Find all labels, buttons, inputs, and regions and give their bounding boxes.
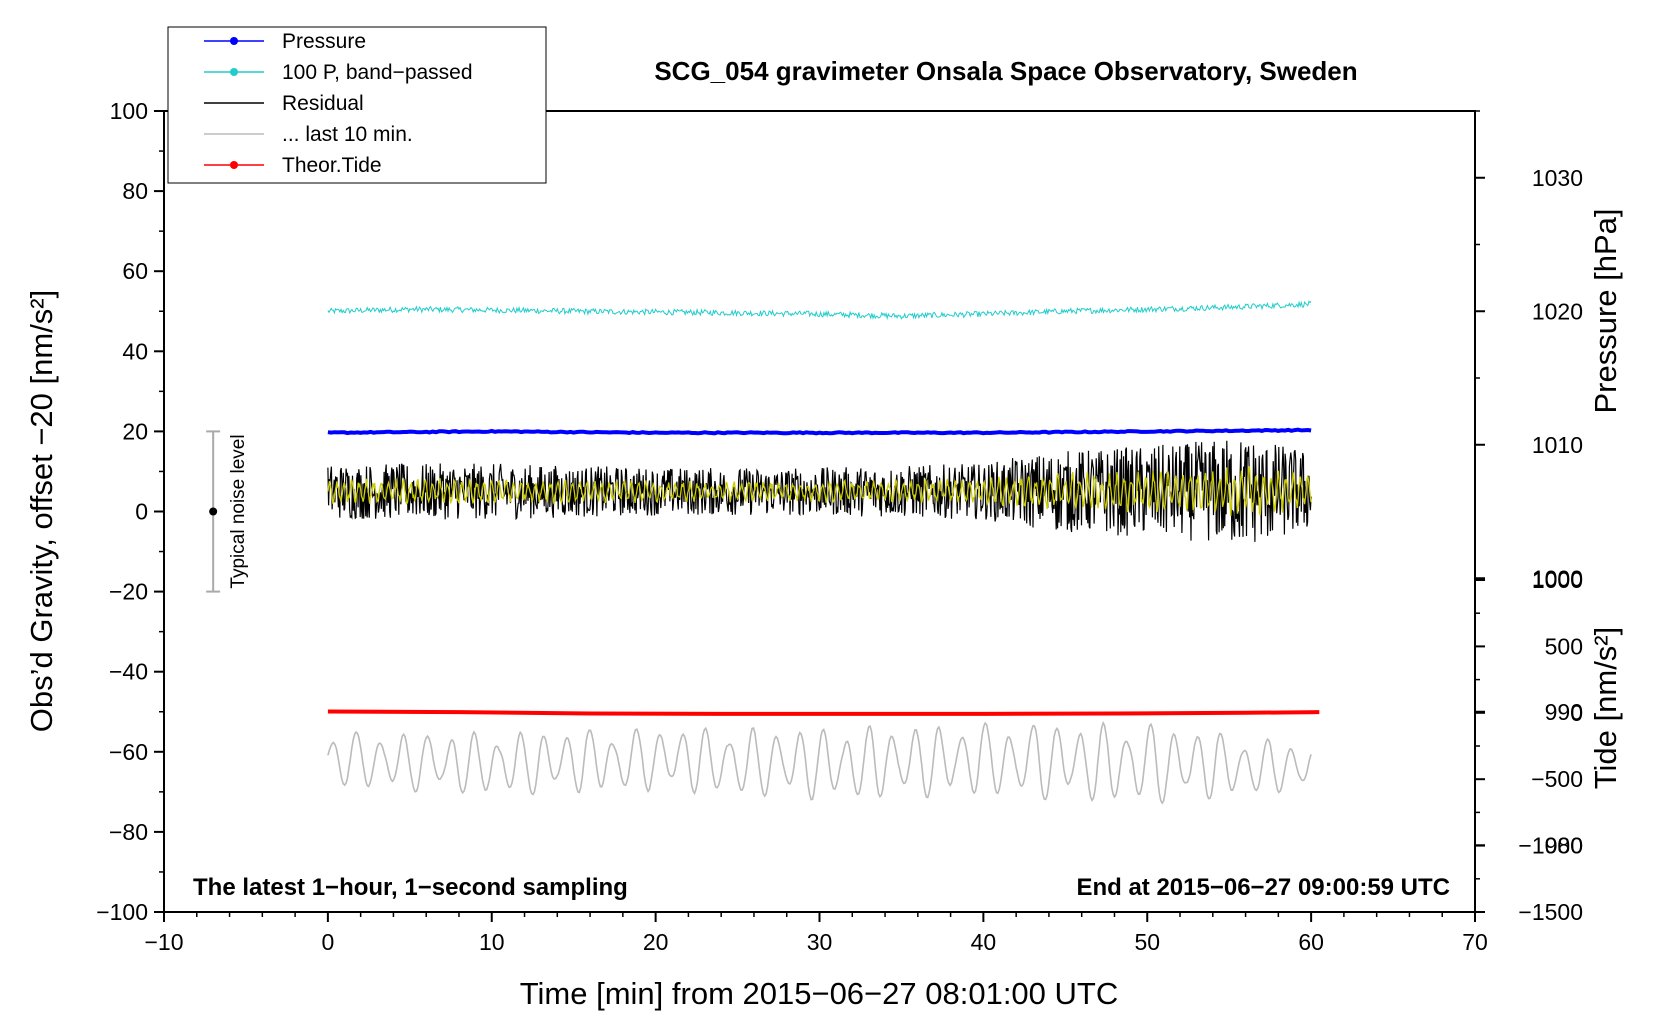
legend-marker-1 (230, 68, 238, 76)
chart-title: SCG_054 gravimeter Onsala Space Observat… (654, 56, 1357, 86)
annotation-end-time: End at 2015−06−27 09:00:59 UTC (1076, 874, 1450, 901)
x-tick-label: 0 (321, 929, 334, 955)
pressure-tick-label: 990 (1545, 699, 1583, 725)
left-tick-label: 0 (135, 499, 148, 525)
legend-marker-4 (230, 161, 238, 169)
left-axis-ticks: 100 80 60 40 20 0 −20 −40 −60 −80 −100 (96, 98, 164, 925)
legend-label-4: Theor.Tide (282, 154, 382, 177)
legend-box (167, 26, 547, 184)
annotation-sampling: The latest 1−hour, 1−second sampling (193, 874, 628, 901)
left-tick-label: −20 (109, 579, 148, 605)
tide-tick-label: −1500 (1518, 899, 1583, 925)
last-10-min-line (327, 720, 1312, 805)
band-passed-pressure-line (327, 300, 1312, 321)
pressure-tick-label: 1010 (1532, 432, 1583, 458)
left-tick-label: 20 (122, 418, 148, 444)
left-axis-title: Obs’d Gravity, offset −20 [nm/s²] (24, 290, 59, 733)
legend-marker-0 (230, 37, 238, 45)
legend-label-0: Pressure (282, 30, 366, 53)
pressure-tick-label: 1000 (1532, 565, 1583, 591)
legend-label-2: Residual (282, 92, 364, 115)
x-tick-label: 30 (807, 929, 833, 955)
left-tick-label: 100 (110, 98, 148, 124)
right-axis-ticks: 103010201010100099098010005000−500−1000−… (1475, 110, 1583, 925)
left-tick-label: 60 (122, 258, 148, 284)
tide-tick-label: −500 (1531, 766, 1583, 792)
residual-line (327, 440, 1312, 542)
noise-level-bar: Typical noise level (206, 430, 249, 593)
tide-axis-title: Tide [nm/s²] (1588, 627, 1623, 790)
left-tick-label: −60 (109, 739, 148, 765)
tide-tick-label: 1000 (1532, 567, 1583, 593)
tide-tick-label: 0 (1570, 700, 1583, 726)
x-tick-label: 20 (643, 929, 669, 955)
noise-bar-center-dot (209, 507, 218, 516)
theoretical-tide-line (327, 709, 1320, 716)
band-passed-residual-line (327, 466, 1312, 516)
noise-bar-label: Typical noise level (228, 434, 249, 588)
left-tick-label: −80 (109, 819, 148, 845)
series-layer (327, 300, 1320, 805)
x-tick-label: 60 (1298, 929, 1324, 955)
pressure-tick-label: 1020 (1532, 298, 1583, 324)
legend: Pressure 100 P, band−passed Residual ... la… (167, 26, 547, 184)
x-tick-label: 40 (971, 929, 997, 955)
pressure-tick-label: 1030 (1532, 165, 1583, 191)
x-axis-ticks: −10 0 10 20 30 40 50 60 70 (144, 912, 1488, 955)
pressure-line (327, 427, 1312, 436)
left-tick-label: −40 (109, 659, 148, 685)
x-tick-label: 10 (479, 929, 505, 955)
tide-tick-label: −1000 (1518, 833, 1583, 859)
pressure-tick-label: 980 (1545, 832, 1583, 858)
left-tick-label: 80 (122, 178, 148, 204)
x-tick-label: −10 (144, 929, 183, 955)
tide-tick-label: 500 (1545, 633, 1583, 659)
pressure-axis-title: Pressure [hPa] (1588, 208, 1623, 413)
left-tick-label: −100 (96, 899, 148, 925)
legend-label-3: ... last 10 min. (282, 123, 413, 146)
x-tick-label: 50 (1134, 929, 1160, 955)
x-axis-title: Time [min] from 2015−06−27 08:01:00 UTC (520, 976, 1119, 1011)
x-tick-label: 70 (1462, 929, 1488, 955)
left-tick-label: 40 (122, 338, 148, 364)
legend-label-1: 100 P, band−passed (282, 61, 473, 84)
